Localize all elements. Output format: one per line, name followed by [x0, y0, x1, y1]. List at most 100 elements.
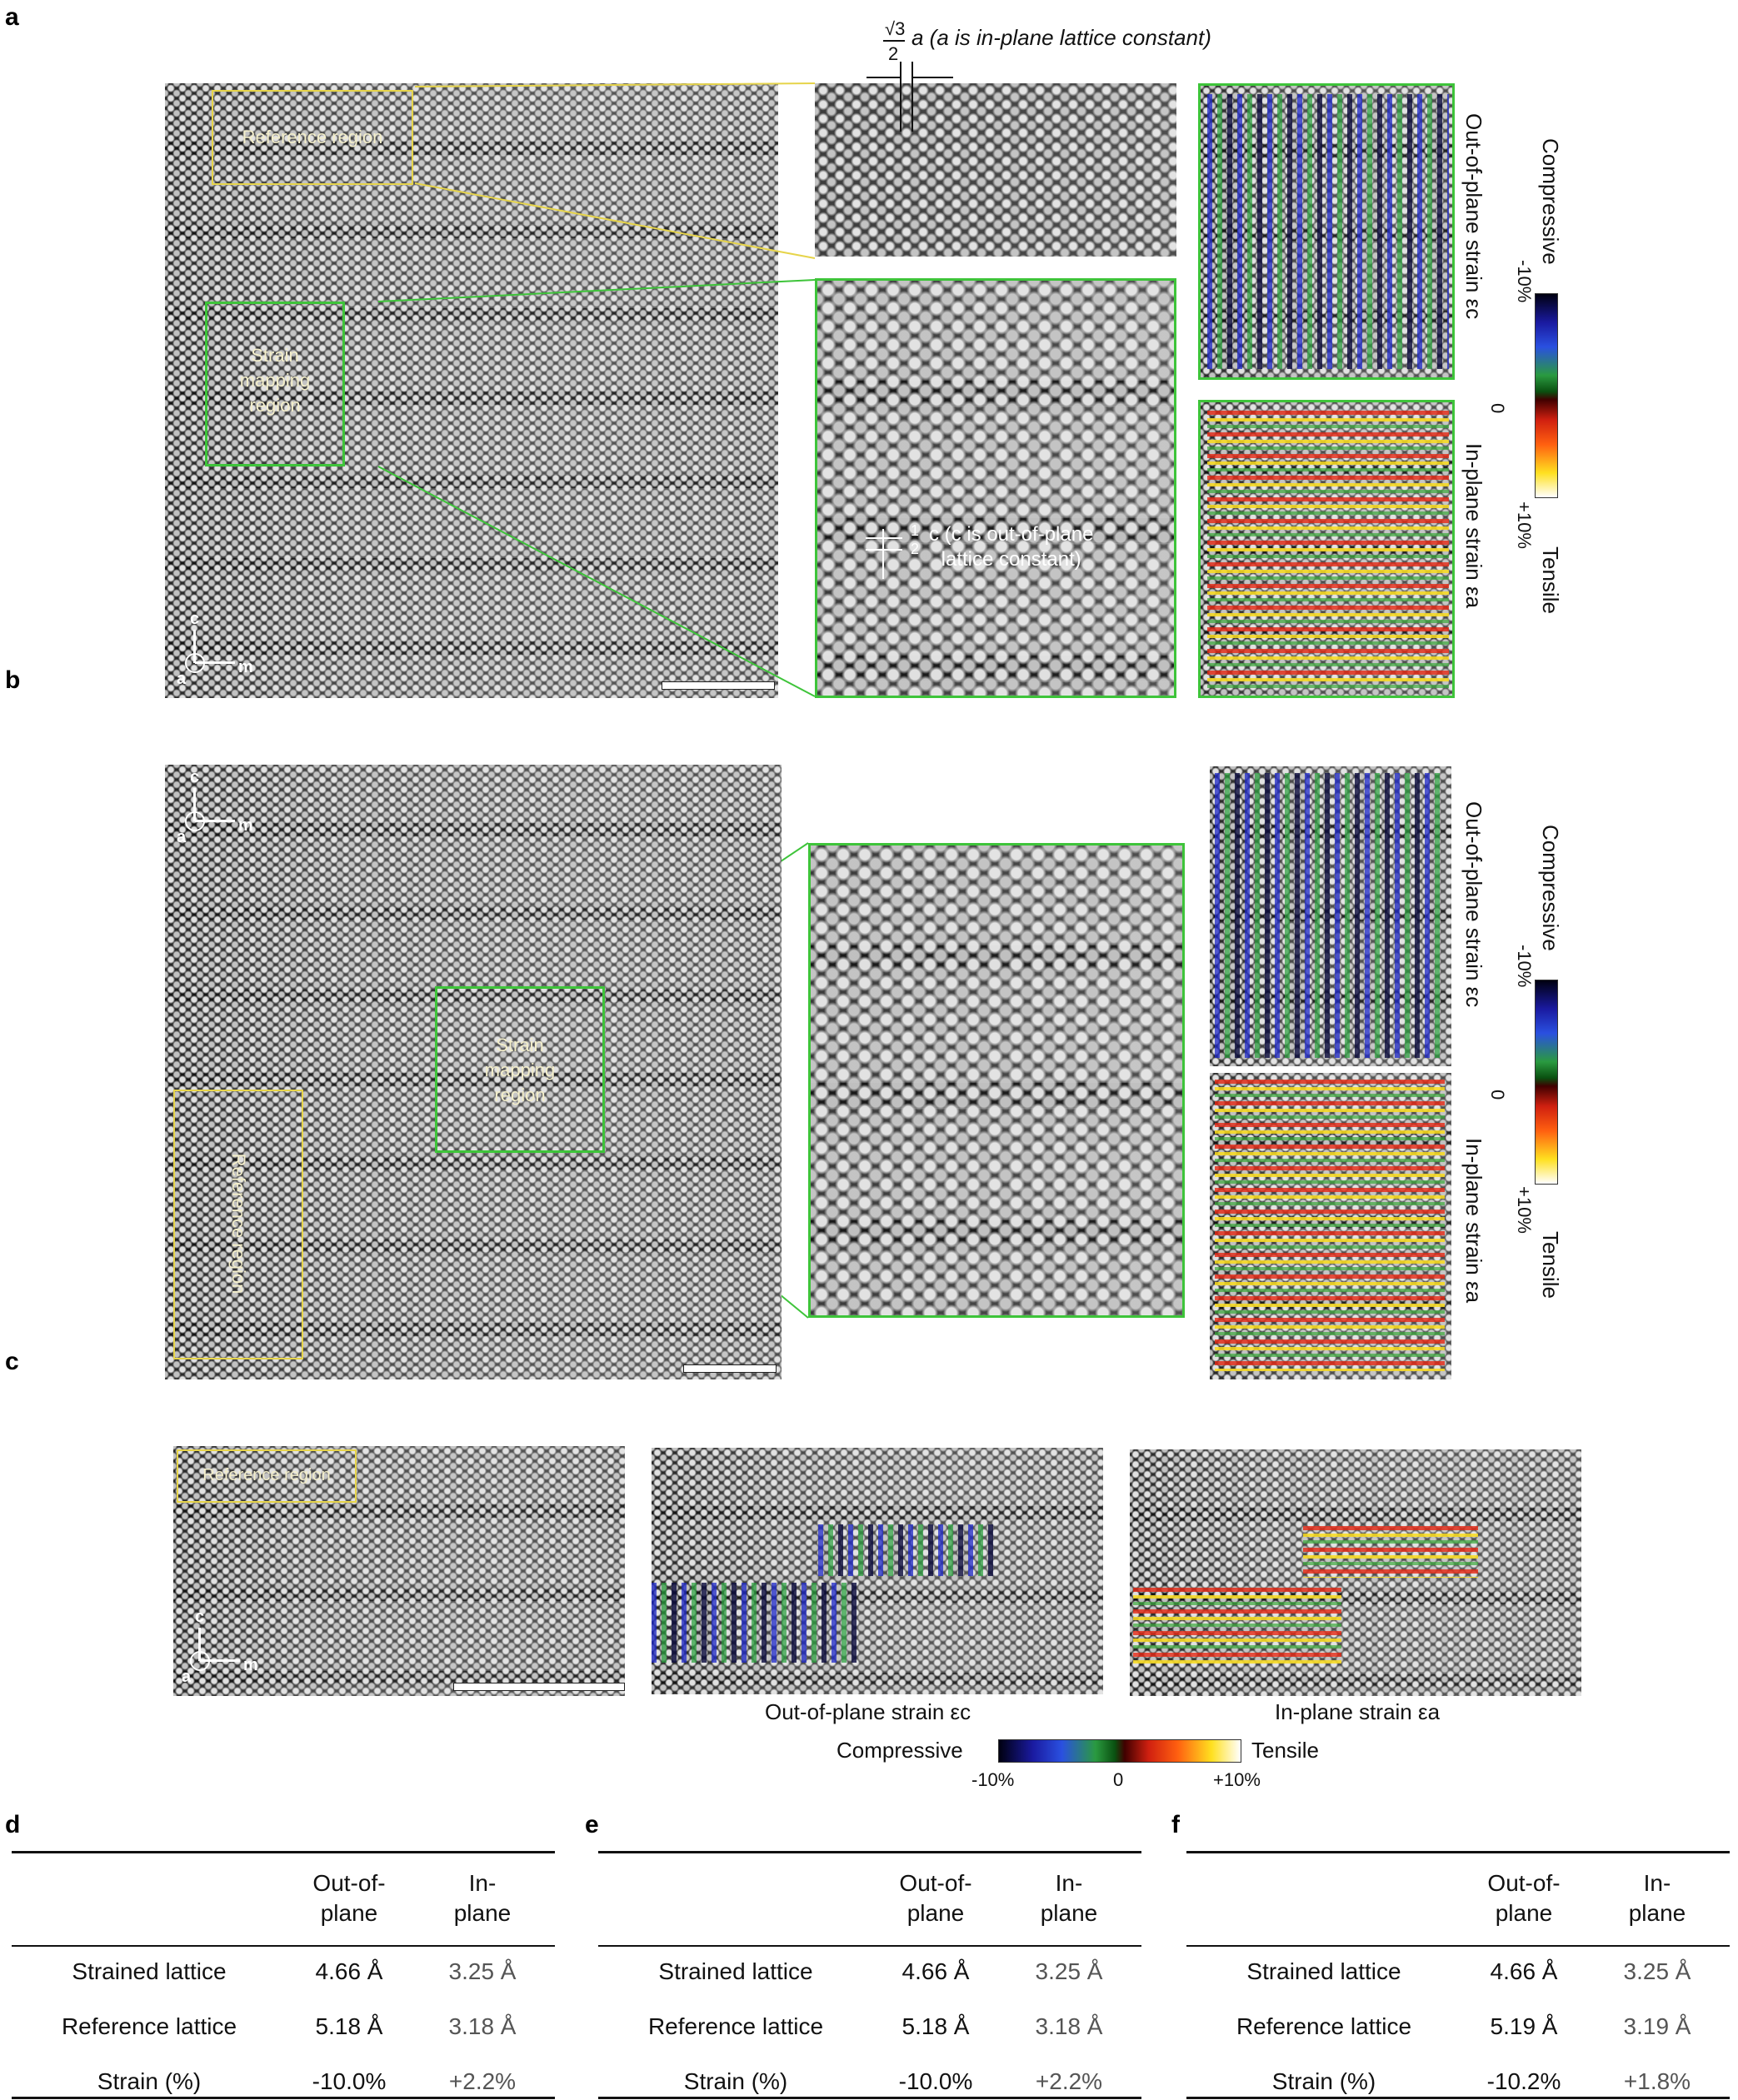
stem-image-c-reference: Reference region c m a [173, 1446, 625, 1696]
panel-letter-f: f [1171, 1811, 1180, 1838]
out-of-plane-strain-label-a: Out-of-plane strain εc [1461, 113, 1486, 320]
colorbar-pos-label-b: +10% [1514, 1186, 1535, 1234]
axis-a-label: a [182, 1668, 192, 1686]
out-of-plane-strain-caption-c: Out-of-plane strain εc [765, 1699, 971, 1724]
in-plane-value: +2.2% [1035, 2068, 1103, 2094]
strain-overlay [1215, 773, 1445, 1058]
colorbar-vertical-a [1535, 293, 1558, 498]
strain-mapping-region-label: Strain mapping region [435, 1033, 605, 1108]
half-denominator: 2 [911, 541, 920, 557]
axis-c-label: c [190, 768, 200, 786]
half-numerator: 1 [911, 522, 920, 539]
header-divider [1186, 1945, 1730, 1947]
row-label: Reference lattice [1236, 2013, 1412, 2039]
tensile-label-c: Tensile [1251, 1738, 1319, 1763]
stem-image-a-main: Reference region Strain mapping region c… [165, 83, 778, 698]
out-of-plane-value: 4.66 Å [315, 1958, 383, 1984]
strain-mapping-region-frame [435, 986, 605, 1153]
axis-m-label: m [243, 1656, 258, 1674]
in-plane-strain-label-a: In-plane strain εa [1461, 443, 1486, 609]
stem-zoom-mapping: 1 2 c (c is out-of-plane lattice constan… [815, 278, 1176, 698]
axis-a-circle-icon [190, 1651, 210, 1671]
header-divider [12, 1945, 555, 1947]
colorbar-zero-label-a: 0 [1487, 403, 1508, 414]
half-c-line-bottom [866, 549, 902, 551]
reference-region-label: Reference region [202, 1466, 331, 1484]
colorbar-vertical-b [1535, 980, 1558, 1185]
column-header: Out-of-plane [312, 1870, 386, 1926]
in-plane-value: +2.2% [448, 2068, 517, 2094]
axis-a-circle-icon [185, 811, 205, 831]
label-line: region [494, 1085, 546, 1105]
sqrt3-numerator: √3 [885, 18, 906, 39]
in-plane-value: +1.8% [1623, 2068, 1691, 2094]
reference-region-frame [173, 1090, 303, 1359]
row-label: Strain (%) [97, 2068, 202, 2094]
out-of-plane-value: -10.0% [312, 2068, 387, 2094]
row-label: Strain (%) [683, 2068, 788, 2094]
label-line: Strain [251, 345, 299, 366]
in-plane-value: 3.18 Å [448, 2013, 517, 2039]
axis-a-circle-icon [185, 653, 205, 673]
column-header: In-plane [1628, 1870, 1686, 1926]
strain-overlay-top [818, 1524, 993, 1576]
header-divider [598, 1945, 1141, 1947]
out-of-plane-value: -10.2% [1486, 2068, 1561, 2094]
column-header: Out-of-plane [899, 1870, 972, 1926]
compressive-label-a: Compressive [1538, 138, 1563, 265]
label-line: mapping [484, 1060, 556, 1080]
scale-bar [453, 1683, 625, 1691]
compressive-label-c: Compressive [837, 1738, 963, 1763]
in-plane-strain-caption-c: In-plane strain εa [1275, 1699, 1441, 1724]
out-of-plane-value: 4.66 Å [901, 1958, 970, 1984]
half-c-line-top [866, 537, 902, 539]
axis-a-label: a [177, 828, 187, 846]
strain-table-e: Out-of-plane In-plane Strained lattice 4.66… [598, 1851, 1141, 2099]
in-plane-strain-map-b [1210, 1073, 1451, 1379]
out-of-plane-value: 5.19 Å [1490, 2013, 1558, 2039]
in-plane-lattice-note: a (a is in-plane lattice constant) [911, 25, 1211, 50]
in-plane-strain-label-b: In-plane strain εa [1461, 1138, 1486, 1304]
row-label: Reference lattice [647, 2013, 824, 2039]
axis-m-arrow [195, 661, 235, 664]
colorbar-neg-label-a: -10% [1514, 260, 1535, 303]
strain-overlay [1207, 94, 1449, 369]
axis-c-label: c [190, 610, 200, 628]
colorbar-pos-label-c: +10% [1213, 1769, 1261, 1790]
row-label: Strained lattice [1246, 1958, 1401, 1984]
reference-region-frame [212, 90, 413, 185]
axis-a-label: a [177, 670, 187, 688]
reference-region-frame [177, 1449, 357, 1503]
compressive-label-b: Compressive [1538, 825, 1563, 951]
tensile-label-b: Tensile [1538, 1231, 1563, 1299]
column-header: In-plane [1040, 1870, 1098, 1926]
strain-table-d: Out-of-plane In-plane Strained lattice 4.66… [12, 1851, 555, 2099]
axis-m-arrow [200, 1659, 240, 1662]
reference-region-label: Reference region [228, 1153, 249, 1294]
fraction-denominator: 2 [888, 43, 899, 64]
axis-m-label: m [238, 658, 253, 676]
out-of-plane-strain-map-a [1198, 83, 1455, 380]
out-of-plane-strain-label-b: Out-of-plane strain εc [1461, 801, 1486, 1008]
axis-m-label: m [238, 816, 253, 835]
marker-arrow-left [867, 77, 900, 78]
half-c-note: c (c is out-of-plane lattice constant) [929, 522, 1093, 572]
marker-line-left [900, 62, 901, 132]
colorbar-neg-label-c: -10% [971, 1769, 1015, 1790]
panel-letter-a: a [5, 3, 19, 31]
column-header: In-plane [453, 1870, 512, 1926]
strain-overlay [1215, 1080, 1445, 1371]
row-label: Strained lattice [658, 1958, 813, 1984]
colorbar-horizontal-c [998, 1739, 1241, 1763]
note-line: lattice constant) [941, 548, 1081, 571]
in-plane-value: 3.19 Å [1623, 2013, 1691, 2039]
label-line: mapping [239, 370, 311, 391]
stem-image-b-main: Reference region Strain mapping region c… [165, 765, 782, 1379]
label-line: region [249, 395, 301, 416]
label-line: Strain [496, 1035, 544, 1055]
strain-mapping-region-label: Strain mapping region [205, 343, 345, 418]
panel-letter-d: d [5, 1811, 21, 1838]
tensile-label-a: Tensile [1538, 546, 1563, 614]
panel-letter-c: c [5, 1348, 19, 1375]
marker-arrow-right [913, 77, 953, 78]
